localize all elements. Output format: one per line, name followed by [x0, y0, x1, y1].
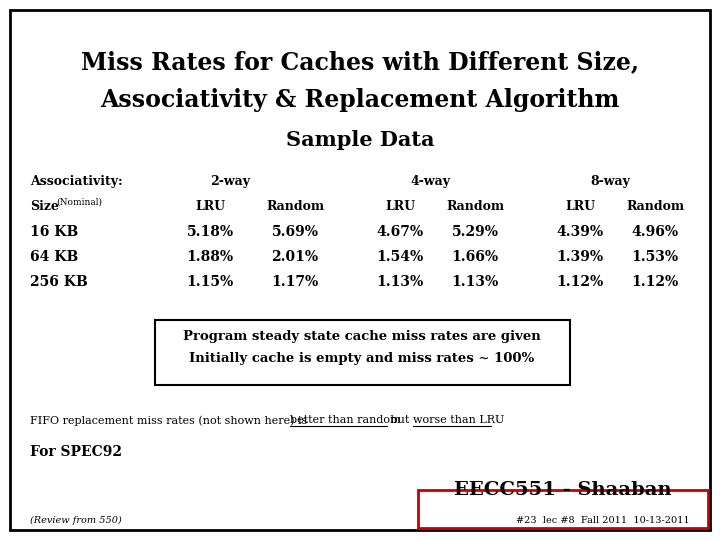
FancyBboxPatch shape	[418, 490, 708, 528]
Text: 4.39%: 4.39%	[557, 225, 603, 239]
FancyBboxPatch shape	[155, 320, 570, 385]
Text: 1.13%: 1.13%	[451, 275, 499, 289]
Text: Random: Random	[446, 200, 504, 213]
Text: better than random: better than random	[290, 415, 400, 425]
FancyBboxPatch shape	[10, 10, 710, 530]
Text: Associativity:: Associativity:	[30, 175, 122, 188]
Text: Size: Size	[30, 200, 59, 213]
Text: 4.67%: 4.67%	[377, 225, 423, 239]
Text: LRU: LRU	[565, 200, 595, 213]
Text: 4-way: 4-way	[410, 175, 450, 188]
Text: 64 KB: 64 KB	[30, 250, 78, 264]
Text: 8-way: 8-way	[590, 175, 630, 188]
Text: 5.18%: 5.18%	[186, 225, 233, 239]
Text: 4.96%: 4.96%	[631, 225, 678, 239]
Text: 1.15%: 1.15%	[186, 275, 233, 289]
Text: 16 KB: 16 KB	[30, 225, 78, 239]
Text: FIFO replacement miss rates (not shown here) is: FIFO replacement miss rates (not shown h…	[30, 415, 311, 426]
Text: Miss Rates for Caches with Different Size,: Miss Rates for Caches with Different Siz…	[81, 50, 639, 74]
Text: Initially cache is empty and miss rates ~ 100%: Initially cache is empty and miss rates …	[189, 352, 535, 365]
Text: 1.53%: 1.53%	[631, 250, 678, 264]
Text: LRU: LRU	[385, 200, 415, 213]
Text: 1.88%: 1.88%	[186, 250, 233, 264]
Text: EECC551 - Shaaban: EECC551 - Shaaban	[454, 481, 672, 499]
Text: worse than LRU: worse than LRU	[413, 415, 504, 425]
Text: (Nominal): (Nominal)	[56, 198, 102, 207]
Text: 1.12%: 1.12%	[557, 275, 603, 289]
Text: Random: Random	[626, 200, 684, 213]
Text: 1.13%: 1.13%	[377, 275, 423, 289]
Text: 1.66%: 1.66%	[451, 250, 498, 264]
Text: 5.69%: 5.69%	[271, 225, 318, 239]
Text: 256 KB: 256 KB	[30, 275, 88, 289]
Text: 1.17%: 1.17%	[271, 275, 319, 289]
Text: 1.54%: 1.54%	[377, 250, 423, 264]
Text: 2.01%: 2.01%	[271, 250, 318, 264]
Text: #23  lec #8  Fall 2011  10-13-2011: #23 lec #8 Fall 2011 10-13-2011	[516, 516, 690, 525]
Text: but: but	[387, 415, 413, 425]
Text: (Review from 550): (Review from 550)	[30, 516, 122, 525]
Text: 1.12%: 1.12%	[631, 275, 679, 289]
Text: Program steady state cache miss rates are given: Program steady state cache miss rates ar…	[183, 330, 541, 343]
Text: LRU: LRU	[195, 200, 225, 213]
Text: Sample Data: Sample Data	[286, 130, 434, 150]
Text: 1.39%: 1.39%	[557, 250, 603, 264]
Text: Random: Random	[266, 200, 324, 213]
Text: 2-way: 2-way	[210, 175, 250, 188]
Text: Associativity & Replacement Algorithm: Associativity & Replacement Algorithm	[100, 88, 620, 112]
Text: 5.29%: 5.29%	[451, 225, 498, 239]
Text: For SPEC92: For SPEC92	[30, 445, 122, 459]
